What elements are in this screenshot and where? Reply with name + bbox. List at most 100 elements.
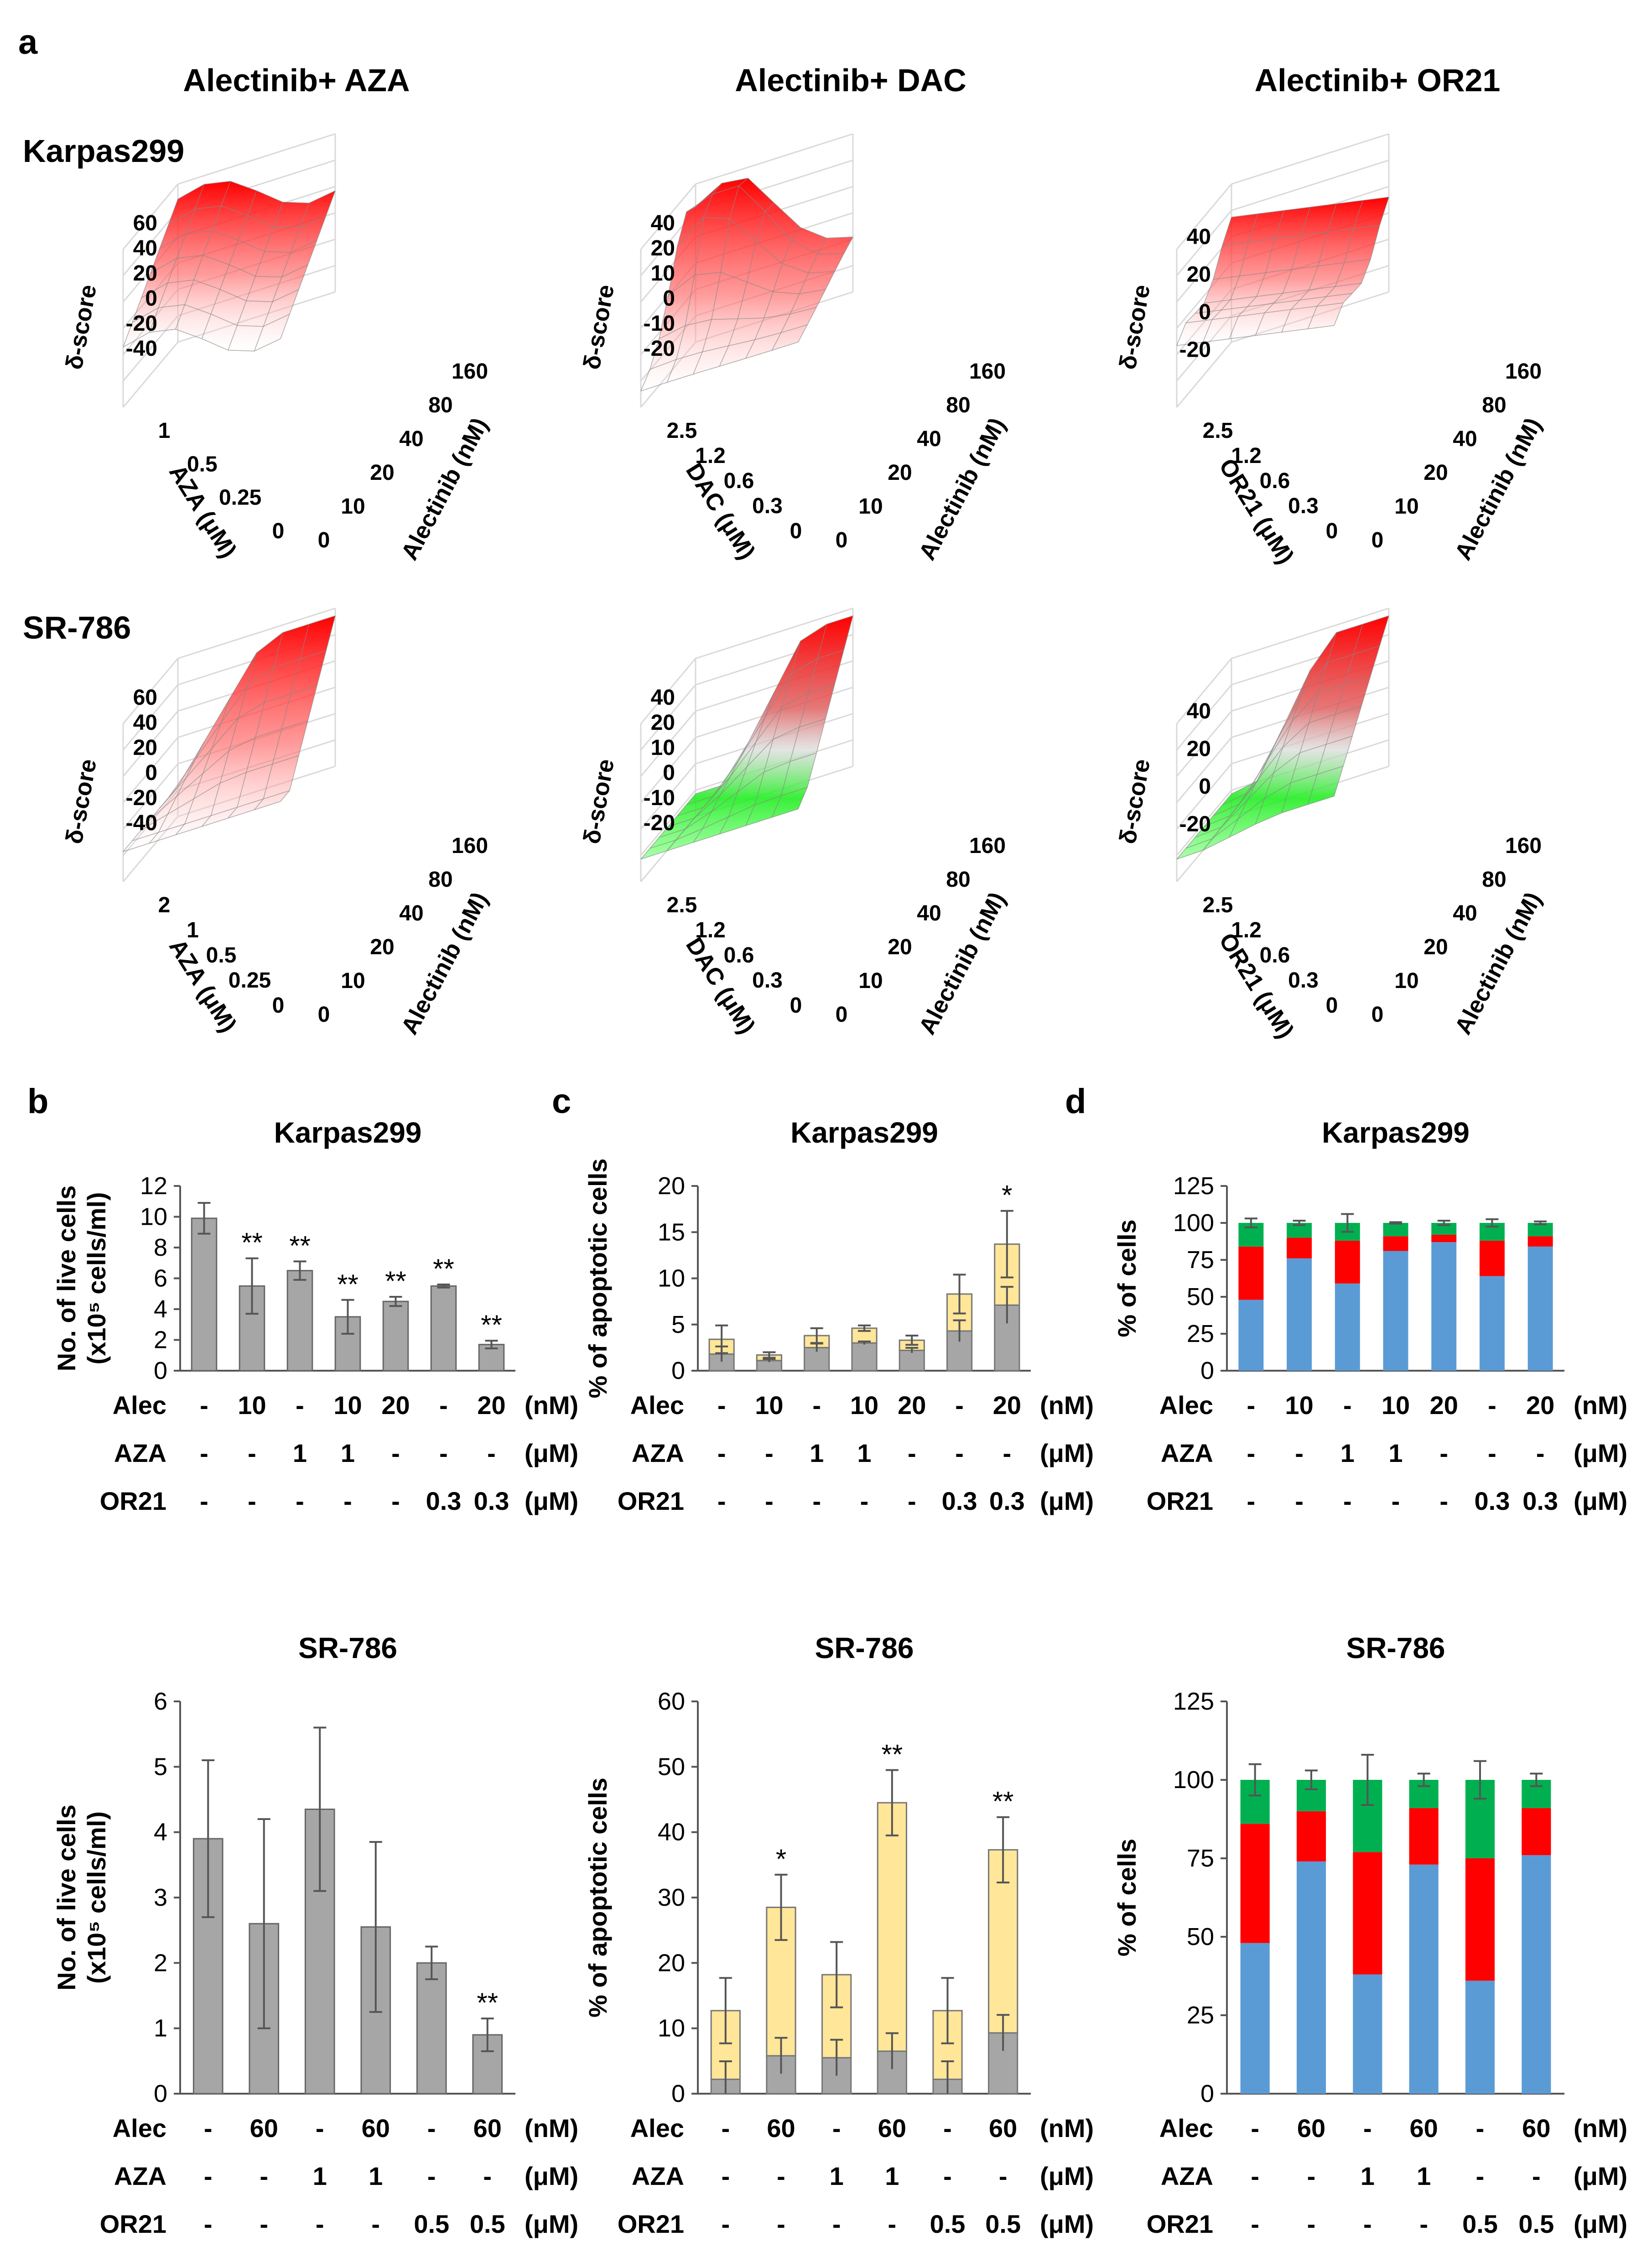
y-tick-label: 0 bbox=[318, 528, 330, 552]
surface-mesh-line bbox=[640, 206, 696, 391]
surface-fill bbox=[123, 181, 335, 351]
condition-unit: (μM) bbox=[1040, 2162, 1094, 2190]
y-tick-label: 40 bbox=[917, 901, 941, 926]
y-axis-label-line: (x10⁵ cells/ml) bbox=[82, 1811, 111, 1984]
x-tick-label: 1.2 bbox=[695, 918, 726, 942]
condition-value: 20 bbox=[381, 1391, 410, 1420]
y-axis-label-line: (x10⁵ cells/ml) bbox=[82, 1192, 111, 1364]
condition-value: 20 bbox=[993, 1391, 1021, 1420]
z-axis-label: δ-score bbox=[1114, 283, 1155, 372]
y-tick-label: 40 bbox=[399, 901, 423, 926]
y-tick-label: 50 bbox=[1187, 1923, 1214, 1950]
panel-label-a: a bbox=[18, 23, 38, 62]
bar-segment-blue bbox=[1353, 1974, 1382, 2094]
condition-value: - bbox=[717, 1487, 726, 1515]
surface-mesh-line bbox=[228, 202, 283, 350]
grid-line bbox=[640, 763, 696, 830]
condition-value: - bbox=[204, 2162, 213, 2190]
col-title-dac: Alectinib+ DAC bbox=[735, 62, 966, 98]
condition-value: 60 bbox=[1410, 2114, 1438, 2142]
condition-value: 20 bbox=[477, 1391, 505, 1420]
x-tick-label: 0.3 bbox=[1288, 968, 1319, 993]
condition-unit: (μM) bbox=[525, 1487, 578, 1515]
x-tick-label: 2.5 bbox=[1203, 419, 1233, 443]
condition-value: 10 bbox=[1285, 1391, 1313, 1420]
y-tick-label: 0 bbox=[1371, 1003, 1384, 1027]
condition-value: - bbox=[1247, 1391, 1256, 1420]
bar-segment-red bbox=[1240, 1824, 1270, 1943]
y-tick-label: 160 bbox=[1505, 359, 1542, 384]
condition-value: 60 bbox=[878, 2114, 906, 2142]
surface-mesh-line bbox=[719, 692, 775, 834]
condition-row-label: Alec bbox=[630, 1391, 684, 1420]
x-tick-label: 0.25 bbox=[229, 968, 271, 993]
grid-line bbox=[1176, 210, 1232, 276]
grid-line bbox=[1176, 790, 1232, 856]
condition-value: - bbox=[777, 2162, 785, 2190]
condition-value: - bbox=[860, 1487, 869, 1515]
z-axis-label: δ-score bbox=[61, 283, 102, 372]
y-tick-label: 15 bbox=[658, 1218, 685, 1246]
y-tick-label: 100 bbox=[1173, 1766, 1214, 1794]
y-tick-label: 4 bbox=[154, 1295, 167, 1323]
surface-mesh-line bbox=[1202, 780, 1258, 851]
y-tick-label: 20 bbox=[888, 935, 912, 959]
y-tick-label: 40 bbox=[917, 427, 941, 451]
condition-value: - bbox=[1307, 2162, 1316, 2190]
condition-value: 1 bbox=[293, 1439, 307, 1467]
y-tick-label: 0 bbox=[1200, 1357, 1214, 1384]
z-tick-label: -20 bbox=[126, 786, 157, 810]
bar-segment-blue bbox=[1431, 1242, 1457, 1371]
y-axis-label: No. of live cells(x10⁵ cells/ml) bbox=[52, 1186, 111, 1372]
grid-line bbox=[640, 737, 696, 803]
condition-value: - bbox=[1419, 2210, 1428, 2238]
surface-mesh-line bbox=[280, 615, 336, 802]
y-tick-label: 80 bbox=[946, 868, 970, 892]
condition-value: - bbox=[765, 1487, 774, 1515]
condition-value: - bbox=[832, 2210, 841, 2238]
bar-segment-gray bbox=[756, 1360, 783, 1372]
condition-row-label: AZA bbox=[632, 1439, 684, 1467]
x-tick-label: 0.5 bbox=[206, 943, 237, 967]
condition-value: 10 bbox=[333, 1391, 362, 1420]
condition-value: - bbox=[765, 1439, 774, 1467]
y-tick-label: 80 bbox=[946, 393, 970, 417]
condition-value: 0.5 bbox=[470, 2210, 505, 2238]
grid-line bbox=[122, 210, 179, 276]
grid-line bbox=[1231, 608, 1389, 659]
condition-value: - bbox=[1343, 1487, 1352, 1515]
x-tick-label: 1.2 bbox=[1231, 918, 1262, 942]
bar-segment-blue bbox=[1240, 1943, 1270, 2094]
bar bbox=[239, 1285, 265, 1372]
x-tick-label: 0.6 bbox=[1260, 943, 1290, 967]
surface-mesh-line bbox=[640, 794, 696, 859]
y-tick-label: 10 bbox=[1394, 969, 1418, 993]
y-tick-label: 10 bbox=[858, 494, 883, 519]
z-tick-label: 20 bbox=[651, 711, 675, 735]
surface-mesh-line bbox=[1229, 725, 1284, 837]
surface-mesh-line bbox=[745, 641, 801, 826]
y-tick-label: 25 bbox=[1187, 2002, 1214, 2029]
condition-row-label: Alec bbox=[630, 2114, 684, 2142]
x-tick-label: 0.5 bbox=[187, 452, 218, 476]
chart-title: Karpas299 bbox=[1322, 1116, 1470, 1149]
condition-value: - bbox=[1251, 2210, 1259, 2238]
y-tick-label: 2 bbox=[154, 1326, 167, 1354]
surface-mesh-line bbox=[123, 199, 178, 348]
x-tick-label: 0 bbox=[1326, 519, 1338, 543]
condition-value: - bbox=[722, 2210, 730, 2238]
y-tick-label: 20 bbox=[370, 461, 394, 485]
z-tick-label: 40 bbox=[1187, 225, 1211, 249]
surface-mesh-line bbox=[771, 624, 827, 818]
condition-value: 1 bbox=[369, 2162, 383, 2190]
x-tick-label: 0 bbox=[790, 519, 802, 543]
condition-value: - bbox=[371, 2210, 380, 2238]
bar-segment-red bbox=[1465, 1858, 1495, 1981]
bar-chart-c-karpas299: Karpas299 0 5 10 15 20 % of apoptotic cells * Al… bbox=[583, 1116, 1094, 1515]
bar-segment-green bbox=[1383, 1223, 1408, 1237]
surface-mesh-line bbox=[149, 184, 205, 333]
y-tick-label: 25 bbox=[1187, 1320, 1214, 1347]
grid-line bbox=[640, 684, 696, 751]
condition-value: 0.5 bbox=[1462, 2210, 1498, 2238]
